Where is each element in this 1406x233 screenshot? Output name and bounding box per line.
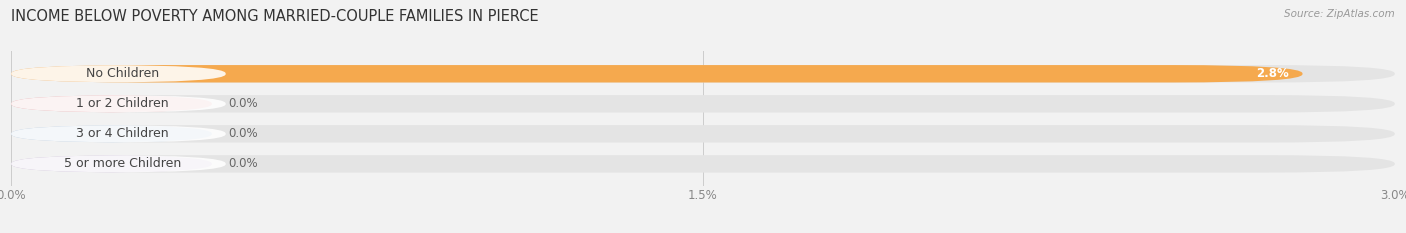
FancyBboxPatch shape	[11, 125, 226, 143]
Text: No Children: No Children	[86, 67, 159, 80]
Text: INCOME BELOW POVERTY AMONG MARRIED-COUPLE FAMILIES IN PIERCE: INCOME BELOW POVERTY AMONG MARRIED-COUPL…	[11, 9, 538, 24]
FancyBboxPatch shape	[11, 65, 226, 82]
FancyBboxPatch shape	[11, 95, 1395, 113]
FancyBboxPatch shape	[11, 125, 1395, 143]
FancyBboxPatch shape	[11, 65, 1302, 82]
Text: 0.0%: 0.0%	[228, 97, 259, 110]
Text: 5 or more Children: 5 or more Children	[65, 157, 181, 170]
Text: 1 or 2 Children: 1 or 2 Children	[76, 97, 169, 110]
FancyBboxPatch shape	[11, 95, 226, 113]
FancyBboxPatch shape	[11, 155, 1395, 173]
FancyBboxPatch shape	[11, 95, 212, 113]
FancyBboxPatch shape	[11, 155, 212, 173]
FancyBboxPatch shape	[11, 65, 1395, 82]
FancyBboxPatch shape	[11, 155, 226, 173]
Text: Source: ZipAtlas.com: Source: ZipAtlas.com	[1284, 9, 1395, 19]
Text: 0.0%: 0.0%	[228, 157, 259, 170]
Text: 0.0%: 0.0%	[228, 127, 259, 140]
FancyBboxPatch shape	[11, 125, 212, 143]
Text: 3 or 4 Children: 3 or 4 Children	[76, 127, 169, 140]
Text: 2.8%: 2.8%	[1256, 67, 1289, 80]
